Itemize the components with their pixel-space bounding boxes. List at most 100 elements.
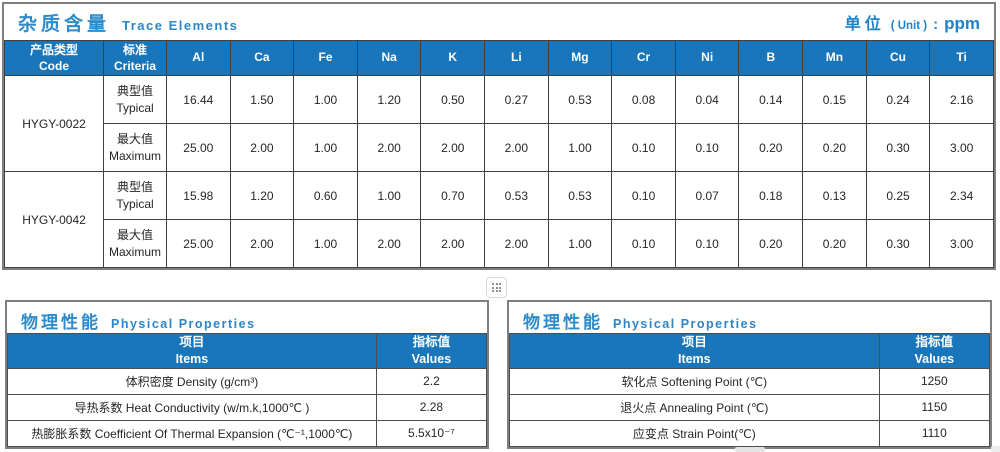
- table-resize-handle[interactable]: [735, 447, 765, 452]
- table-row: 最大值 Maximum 25.00 2.00 1.00 2.00 2.00 2.…: [5, 219, 994, 268]
- criteria-typical-zh: 典型值: [116, 180, 153, 195]
- col-header-values: 指标值 Values: [878, 333, 991, 369]
- table-row: HYGY-0022 典型值 Typical 16.44 1.50 1.00 1.…: [4, 75, 994, 172]
- table-row: 软化点 Softening Point (℃) 1250: [509, 367, 991, 395]
- property-item-cell: 导热系数 Heat Conductivity (w/m.k,1000℃ ): [7, 393, 377, 421]
- criteria-typical-zh: 典型值: [116, 84, 153, 99]
- criteria-cell: 最大值 Maximum: [103, 219, 167, 268]
- col-header-code-zh: 产品类型: [29, 42, 78, 57]
- property-value-cell: 1150: [878, 393, 991, 421]
- unit-label-paren: ( Unit ): [890, 20, 928, 32]
- trace-elements-title: 杂质含量 Trace Elements: [18, 9, 238, 36]
- col-header-items-zh: 项目: [179, 335, 205, 349]
- product-code-cell: HYGY-0022: [4, 75, 104, 172]
- property-item-cell: 热膨胀系数 Coefficient Of Thermal Expansion (…: [7, 419, 377, 447]
- unit-label: 单位 ( Unit ) : ppm: [845, 10, 980, 34]
- col-header-items: 项目 Items: [509, 333, 880, 369]
- value-cell: 1.00: [293, 75, 358, 124]
- table-drag-handle[interactable]: [486, 277, 507, 298]
- value-cell: 1.20: [356, 75, 422, 124]
- value-cell: 2.34: [929, 171, 994, 220]
- criteria-cell: 典型值 Typical: [103, 75, 167, 124]
- value-cell: 0.53: [547, 75, 613, 124]
- table-row: 应变点 Strain Point(℃) 1110: [509, 419, 991, 447]
- value-cell: 0.20: [802, 219, 867, 268]
- physical-properties-right-section: 物理性能 Physical Properties 项目 Items 指标值 Va…: [507, 300, 992, 449]
- value-cell: 0.04: [674, 75, 740, 124]
- value-cell: 0.27: [484, 75, 549, 124]
- element-header-cell: Cr: [611, 40, 676, 76]
- trace-elements-table: 产品类型 Code 标准 Criteria Al Ca Fe Na K Li M…: [4, 40, 994, 268]
- criteria-max-en: Maximum: [108, 244, 161, 259]
- physical-properties-right-table: 项目 Items 指标值 Values 软化点 Softening Point …: [509, 333, 991, 447]
- trace-elements-table-section: 杂质含量 Trace Elements 单位 ( Unit ) : ppm 产品…: [2, 2, 996, 270]
- value-cell: 0.30: [865, 123, 931, 172]
- element-header-cell: Ni: [674, 40, 740, 76]
- col-header-criteria-zh: 标准: [122, 42, 147, 57]
- value-cell: 1.00: [293, 123, 358, 172]
- unit-value: ppm: [944, 14, 980, 33]
- element-header-cell: Fe: [293, 40, 358, 76]
- table-row: 热膨胀系数 Coefficient Of Thermal Expansion (…: [7, 419, 488, 447]
- value-cell: 1.00: [293, 219, 358, 268]
- phys-left-title-zh: 物理性能: [21, 313, 101, 332]
- value-cell: 0.20: [738, 219, 804, 268]
- drag-handle-dots-icon: [492, 283, 501, 292]
- phys-header-row: 项目 Items 指标值 Values: [7, 333, 488, 369]
- physical-properties-left-title: 物理性能 Physical Properties: [7, 302, 487, 333]
- phys-header-row: 项目 Items 指标值 Values: [509, 333, 991, 369]
- property-item-cell: 软化点 Softening Point (℃): [509, 367, 880, 395]
- value-cell: 1.20: [229, 171, 295, 220]
- value-cell: 2.00: [484, 123, 549, 172]
- value-cell: 15.98: [166, 171, 231, 220]
- physical-properties-left-table: 项目 Items 指标值 Values 体积密度 Density (g/cm³)…: [7, 333, 488, 447]
- element-header-cell: Cu: [865, 40, 931, 76]
- element-header-cell: B: [738, 40, 804, 76]
- value-cell: 0.10: [674, 219, 740, 268]
- table-row: 导热系数 Heat Conductivity (w/m.k,1000℃ ) 2.…: [7, 393, 488, 421]
- value-cell: 0.10: [611, 171, 676, 220]
- corner-resize-handle[interactable]: [991, 446, 1000, 452]
- value-cell: 0.50: [420, 75, 486, 124]
- value-cell: 2.00: [229, 123, 295, 172]
- phys-right-title-zh: 物理性能: [523, 313, 603, 332]
- element-header-cell: Li: [484, 40, 549, 76]
- col-header-values-zh: 指标值: [412, 335, 451, 349]
- element-header-cell: Ca: [229, 40, 295, 76]
- col-header-items-en: Items: [677, 351, 711, 366]
- col-header-items-zh: 项目: [681, 335, 707, 349]
- unit-label-zh: 单位: [844, 16, 885, 33]
- value-cell: 16.44: [166, 75, 231, 124]
- value-cell: 0.07: [674, 171, 740, 220]
- table-row: 最大值 Maximum 25.00 2.00 1.00 2.00 2.00 2.…: [5, 123, 994, 172]
- value-cell: 0.20: [738, 123, 804, 172]
- product-code-cell: HYGY-0042: [4, 171, 104, 268]
- property-item-cell: 应变点 Strain Point(℃): [509, 419, 880, 447]
- property-value-cell: 5.5x10⁻⁷: [375, 419, 488, 447]
- trace-title-en: Trace Elements: [122, 17, 239, 33]
- value-cell: 3.00: [929, 219, 994, 268]
- value-cell: 2.00: [420, 219, 486, 268]
- trace-header-row: 产品类型 Code 标准 Criteria Al Ca Fe Na K Li M…: [4, 40, 994, 76]
- value-cell: 1.50: [229, 75, 295, 124]
- value-cell: 2.00: [356, 219, 422, 268]
- value-cell: 0.18: [738, 171, 804, 220]
- value-cell: 0.70: [420, 171, 486, 220]
- col-header-values-en: Values: [411, 351, 452, 366]
- value-cell: 25.00: [166, 219, 231, 268]
- value-cell: 2.00: [484, 219, 549, 268]
- value-cell: 0.53: [547, 171, 613, 220]
- trace-title-zh: 杂质含量: [18, 13, 111, 35]
- col-header-values-en: Values: [914, 351, 955, 366]
- table-row: 体积密度 Density (g/cm³) 2.2: [7, 367, 488, 395]
- value-cell: 0.15: [802, 75, 867, 124]
- table-row: 退火点 Annealing Point (℃) 1150: [509, 393, 991, 421]
- physical-properties-right-title: 物理性能 Physical Properties: [509, 302, 990, 333]
- value-cell: 0.10: [611, 123, 676, 172]
- element-header-cell: Mg: [547, 40, 613, 76]
- value-cell: 0.25: [865, 171, 931, 220]
- value-cell: 0.30: [865, 219, 931, 268]
- value-cell: 0.14: [738, 75, 804, 124]
- element-header-cell: Mn: [802, 40, 867, 76]
- element-header-cell: Ti: [929, 40, 994, 76]
